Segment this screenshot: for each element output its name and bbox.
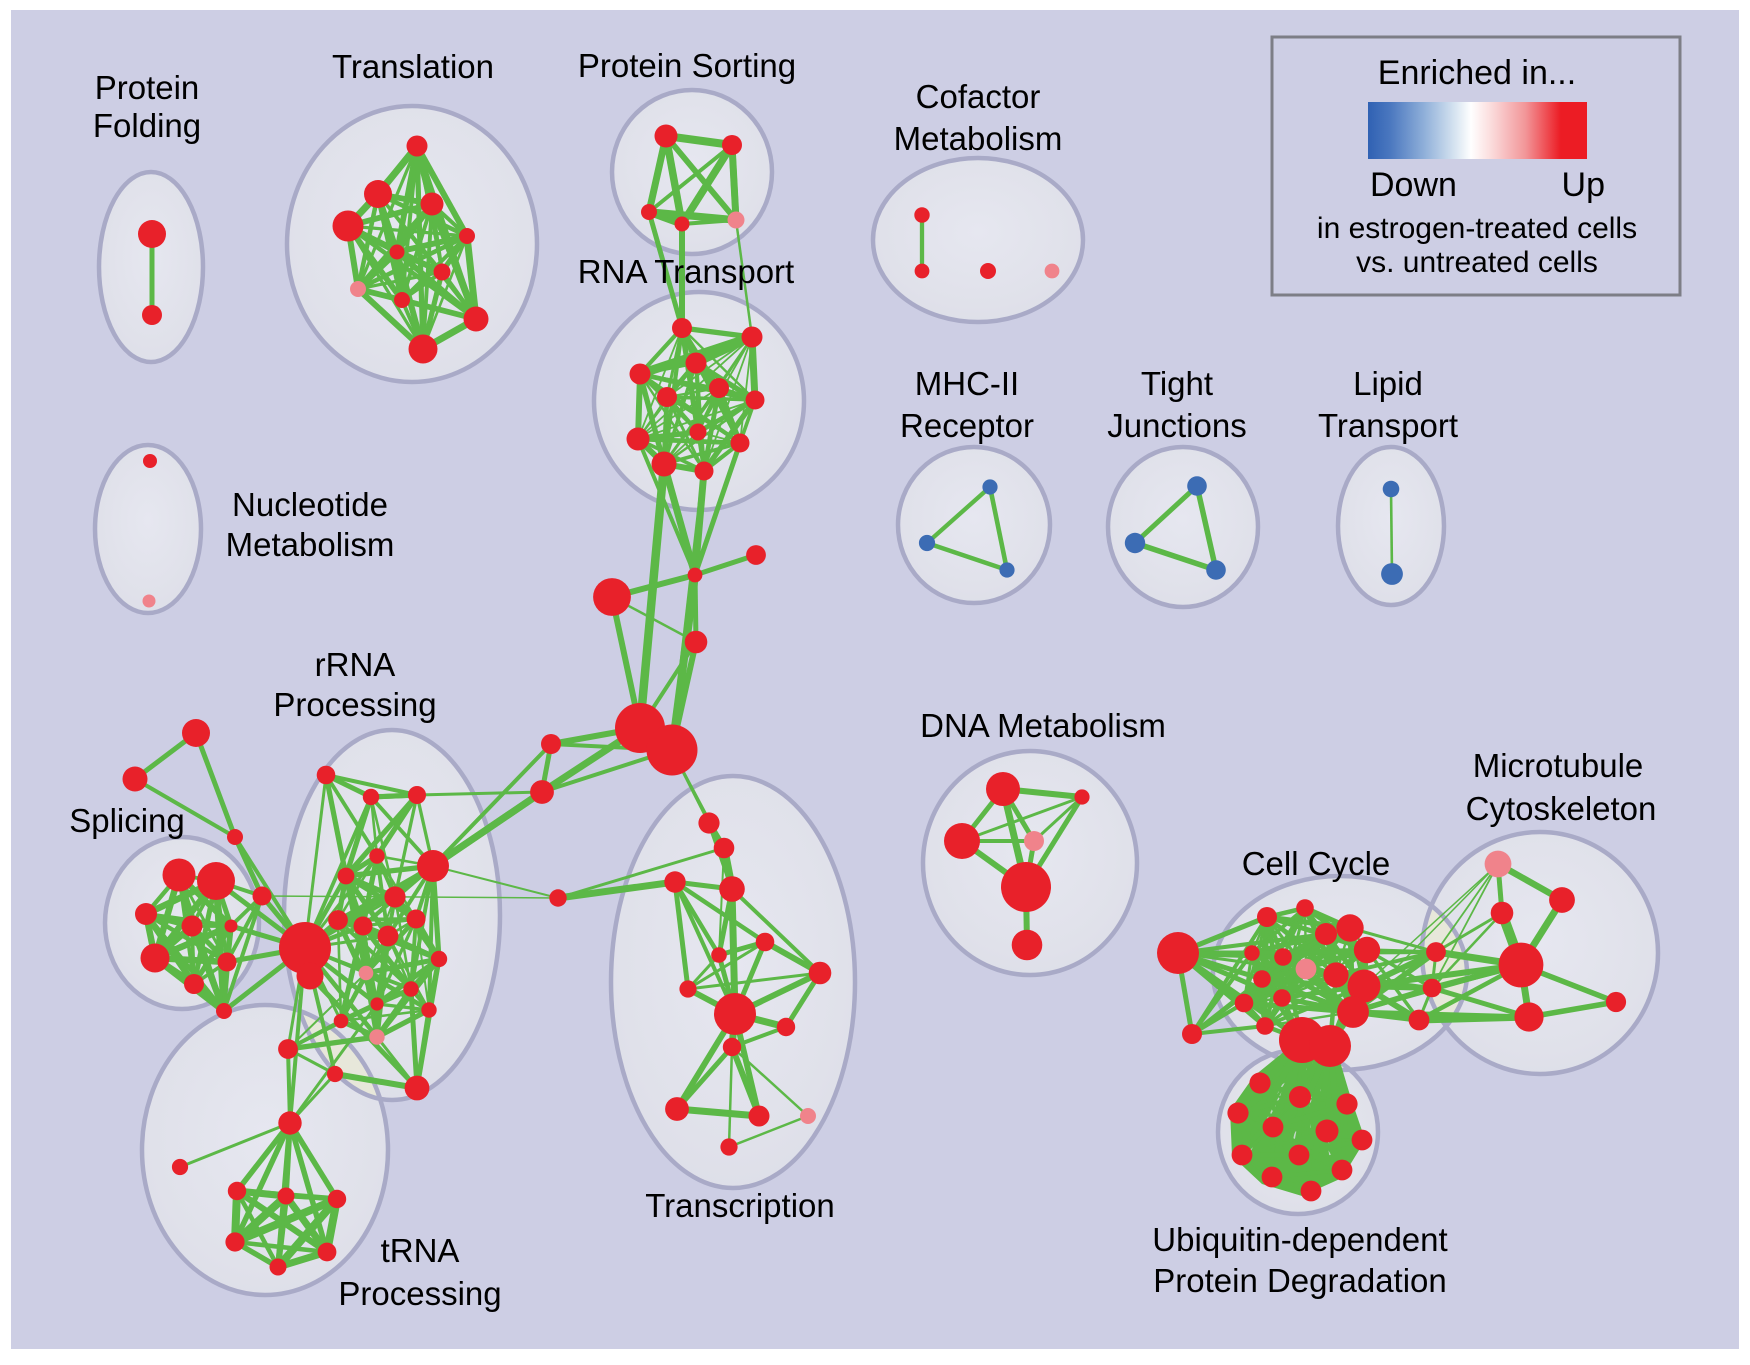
svg-text:Junctions: Junctions <box>1107 407 1246 444</box>
svg-text:Tight: Tight <box>1141 365 1213 402</box>
svg-text:Receptor: Receptor <box>900 407 1034 444</box>
svg-text:Cofactor: Cofactor <box>916 78 1041 115</box>
svg-text:Nucleotide: Nucleotide <box>232 486 388 523</box>
svg-text:Protein: Protein <box>95 69 200 106</box>
svg-text:Metabolism: Metabolism <box>894 120 1063 157</box>
svg-text:Cytoskeleton: Cytoskeleton <box>1466 790 1657 827</box>
svg-text:Lipid: Lipid <box>1353 365 1423 402</box>
svg-text:in estrogen-treated cells: in estrogen-treated cells <box>1317 212 1637 245</box>
svg-text:Splicing: Splicing <box>69 802 185 839</box>
svg-text:Down: Down <box>1370 166 1457 204</box>
svg-text:Cell Cycle: Cell Cycle <box>1242 845 1391 882</box>
svg-text:MHC-II: MHC-II <box>915 365 1019 402</box>
svg-text:Protein Sorting: Protein Sorting <box>578 47 796 84</box>
svg-text:Translation: Translation <box>332 48 494 85</box>
svg-text:Microtubule: Microtubule <box>1473 747 1644 784</box>
svg-text:RNA Transport: RNA Transport <box>578 253 794 290</box>
svg-text:Protein Degradation: Protein Degradation <box>1153 1262 1447 1299</box>
svg-text:Enriched in...: Enriched in... <box>1378 54 1576 92</box>
svg-text:tRNA: tRNA <box>381 1232 460 1269</box>
svg-text:rRNA: rRNA <box>315 646 396 683</box>
svg-text:Folding: Folding <box>93 107 201 144</box>
svg-text:Processing: Processing <box>338 1275 501 1312</box>
svg-text:Transcription: Transcription <box>645 1187 835 1224</box>
svg-text:Transport: Transport <box>1318 407 1458 444</box>
svg-text:Metabolism: Metabolism <box>226 526 395 563</box>
svg-text:Ubiquitin-dependent: Ubiquitin-dependent <box>1152 1221 1447 1258</box>
svg-text:Up: Up <box>1562 166 1605 204</box>
svg-text:DNA Metabolism: DNA Metabolism <box>920 707 1166 744</box>
svg-text:vs. untreated cells: vs. untreated cells <box>1356 246 1598 279</box>
svg-text:Processing: Processing <box>273 686 436 723</box>
